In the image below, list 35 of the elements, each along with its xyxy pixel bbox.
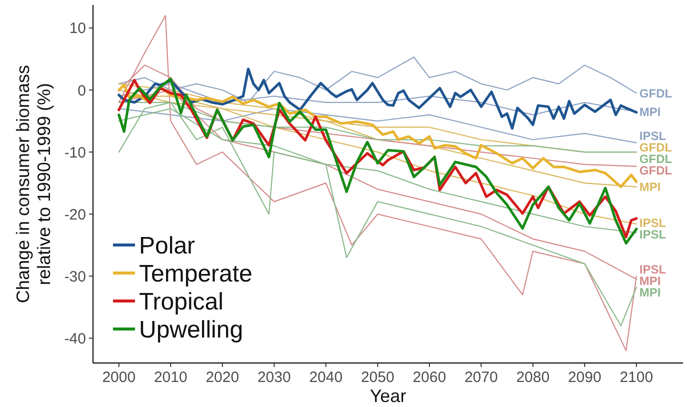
x-tick-label: 2000 xyxy=(102,369,136,386)
series-label: GFDL xyxy=(639,86,672,100)
y-axis-title: Change in consumer biomass relative to 1990-1999 (%) xyxy=(13,64,54,304)
legend-label: Upwelling xyxy=(139,316,244,344)
series-label: MPI xyxy=(639,286,661,300)
y-tick-label: -30 xyxy=(64,268,86,286)
x-tick-label: 2010 xyxy=(154,369,188,386)
series-label: MPI xyxy=(639,274,661,288)
x-tick-label: 2070 xyxy=(464,369,498,386)
x-tick-label: 2100 xyxy=(620,369,654,386)
legend-label: Polar xyxy=(139,232,196,260)
series-label: MPI xyxy=(639,104,661,119)
series-label: IPSL xyxy=(639,227,666,242)
series-label: IPSL xyxy=(639,262,666,277)
legend-label: Temperate xyxy=(139,260,252,288)
x-tick-label: 2080 xyxy=(516,369,550,386)
x-tick-label: 2020 xyxy=(206,369,240,386)
x-axis-title: Year xyxy=(370,386,406,406)
series-label: GFDL xyxy=(639,140,672,155)
x-tick-label: 2050 xyxy=(360,369,394,386)
series-label: GFDL xyxy=(639,152,672,166)
series-label: MPI xyxy=(639,180,661,194)
legend-label: Tropical xyxy=(139,288,224,316)
series-label: IPSL xyxy=(639,129,666,144)
y-tick-label: -40 xyxy=(64,330,86,348)
y-tick-label: 0 xyxy=(78,82,86,100)
x-tick-label: 2030 xyxy=(257,369,291,386)
series-label: IPSL xyxy=(639,216,666,230)
y-tick-label: 10 xyxy=(69,20,86,38)
x-tick-label: 2060 xyxy=(412,369,446,386)
x-tick-label: 2040 xyxy=(309,369,343,386)
series-label: GFDL xyxy=(639,164,672,178)
y-tick-label: -10 xyxy=(64,144,86,162)
x-tick-label: 2090 xyxy=(568,369,602,386)
y-tick-label: -20 xyxy=(64,206,86,224)
